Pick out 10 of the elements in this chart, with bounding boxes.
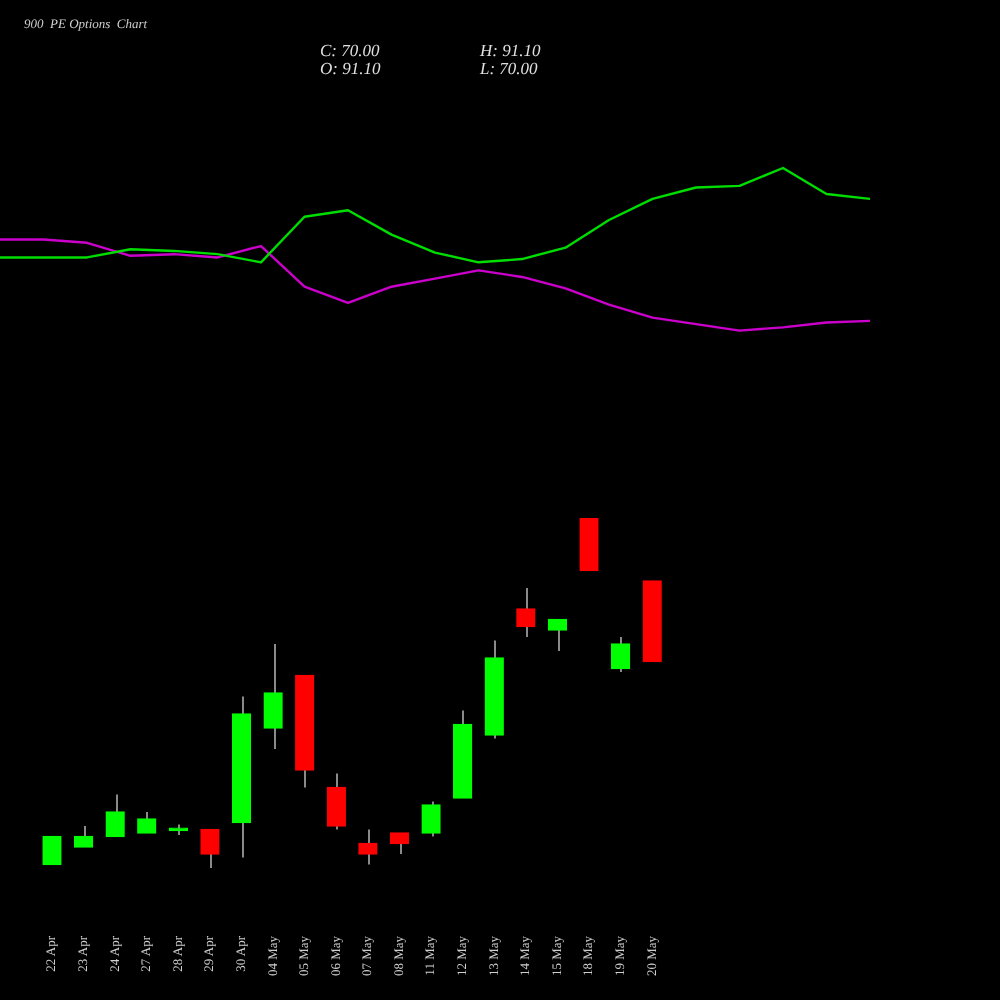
text: C: 70.00 <box>320 40 380 60</box>
candlestick <box>326 772 346 831</box>
candlestick <box>263 643 283 750</box>
candlestick <box>516 587 536 638</box>
text: O: 91.10 <box>320 57 381 77</box>
text: L: 70.00 <box>480 57 538 77</box>
candlestick <box>358 828 378 866</box>
candlestick <box>547 618 568 652</box>
text: H: 91.10 <box>480 40 541 60</box>
candlestick <box>389 832 410 855</box>
